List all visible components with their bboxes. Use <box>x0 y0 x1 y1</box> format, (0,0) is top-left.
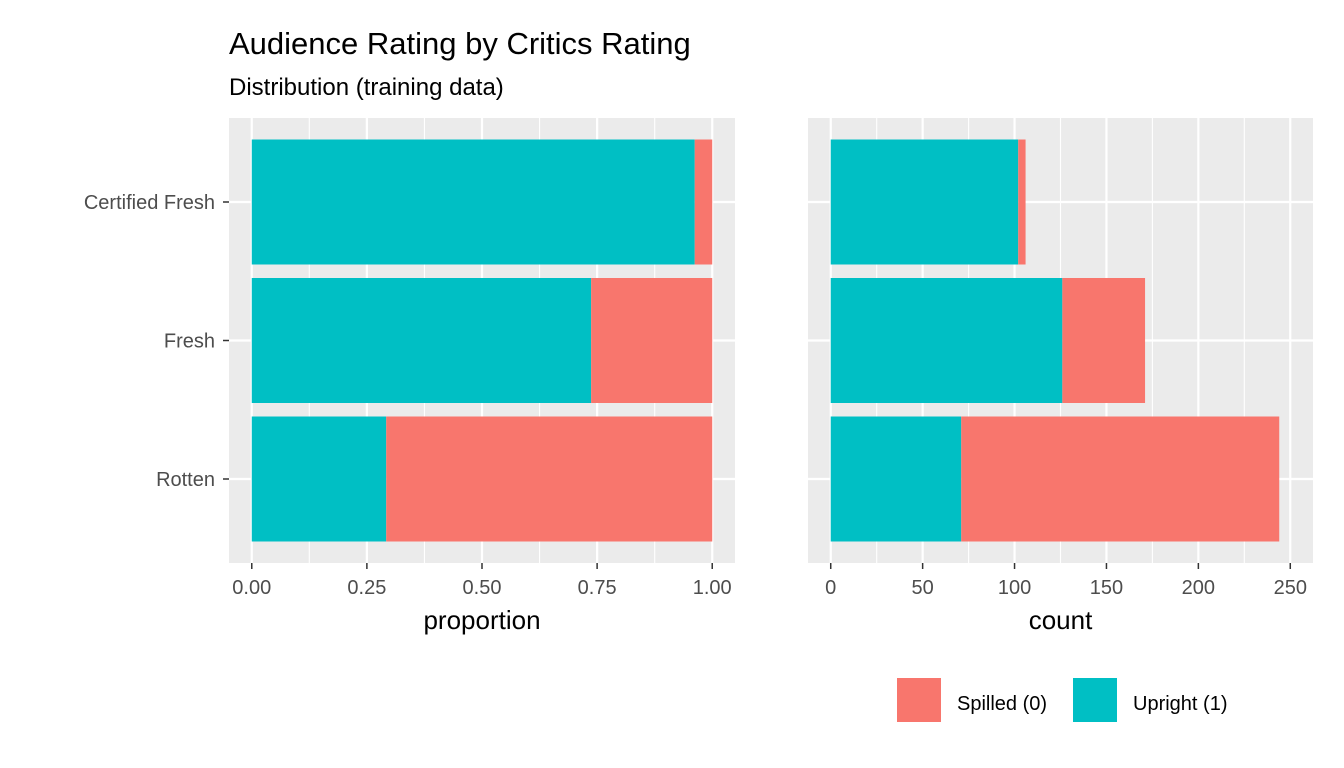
x-tick-label: 150 <box>1090 577 1123 599</box>
x-tick-label: 0.00 <box>232 577 271 599</box>
bar <box>591 278 713 403</box>
chart-title: Audience Rating by Critics Rating <box>229 26 691 61</box>
chart-subtitle: Distribution (training data) <box>229 74 504 101</box>
y-tick-label: Rotten <box>156 469 215 491</box>
x-tick-label: 0.25 <box>347 577 386 599</box>
y-tick-label: Fresh <box>164 331 215 353</box>
x-tick-label: 250 <box>1274 577 1307 599</box>
panel-2: 0 50 100 150 200 250 count <box>808 118 1313 635</box>
bar <box>1062 278 1146 403</box>
legend-key-upright <box>1073 678 1117 722</box>
panel-1: 0.00 0.25 0.50 0.75 1.00 proportion Certified … <box>84 118 735 635</box>
bar <box>694 139 713 265</box>
bar <box>251 416 387 542</box>
legend-label-upright: Upright (1) <box>1133 693 1227 715</box>
bar <box>386 416 713 542</box>
x-tick-label: 200 <box>1182 577 1215 599</box>
bar <box>830 416 962 542</box>
legend: Spilled (0) Upright (1) <box>897 678 1227 722</box>
x-tick-label: 0 <box>825 577 836 599</box>
bar <box>251 139 695 265</box>
legend-label-spilled: Spilled (0) <box>957 693 1047 715</box>
x-tick-label: 0.75 <box>578 577 617 599</box>
x-tick-label: 1.00 <box>693 577 732 599</box>
x-tick-label: 100 <box>998 577 1031 599</box>
x-axis-title: count <box>1029 605 1093 635</box>
x-axis-title: proportion <box>423 605 540 635</box>
bar <box>830 278 1063 403</box>
bar <box>1018 139 1026 265</box>
bar <box>830 139 1019 265</box>
legend-key-spilled <box>897 678 941 722</box>
x-tick-label: 0.50 <box>463 577 502 599</box>
bar <box>251 278 592 403</box>
bar <box>961 416 1280 542</box>
y-tick-label: Certified Fresh <box>84 192 215 214</box>
x-tick-label: 50 <box>912 577 934 599</box>
